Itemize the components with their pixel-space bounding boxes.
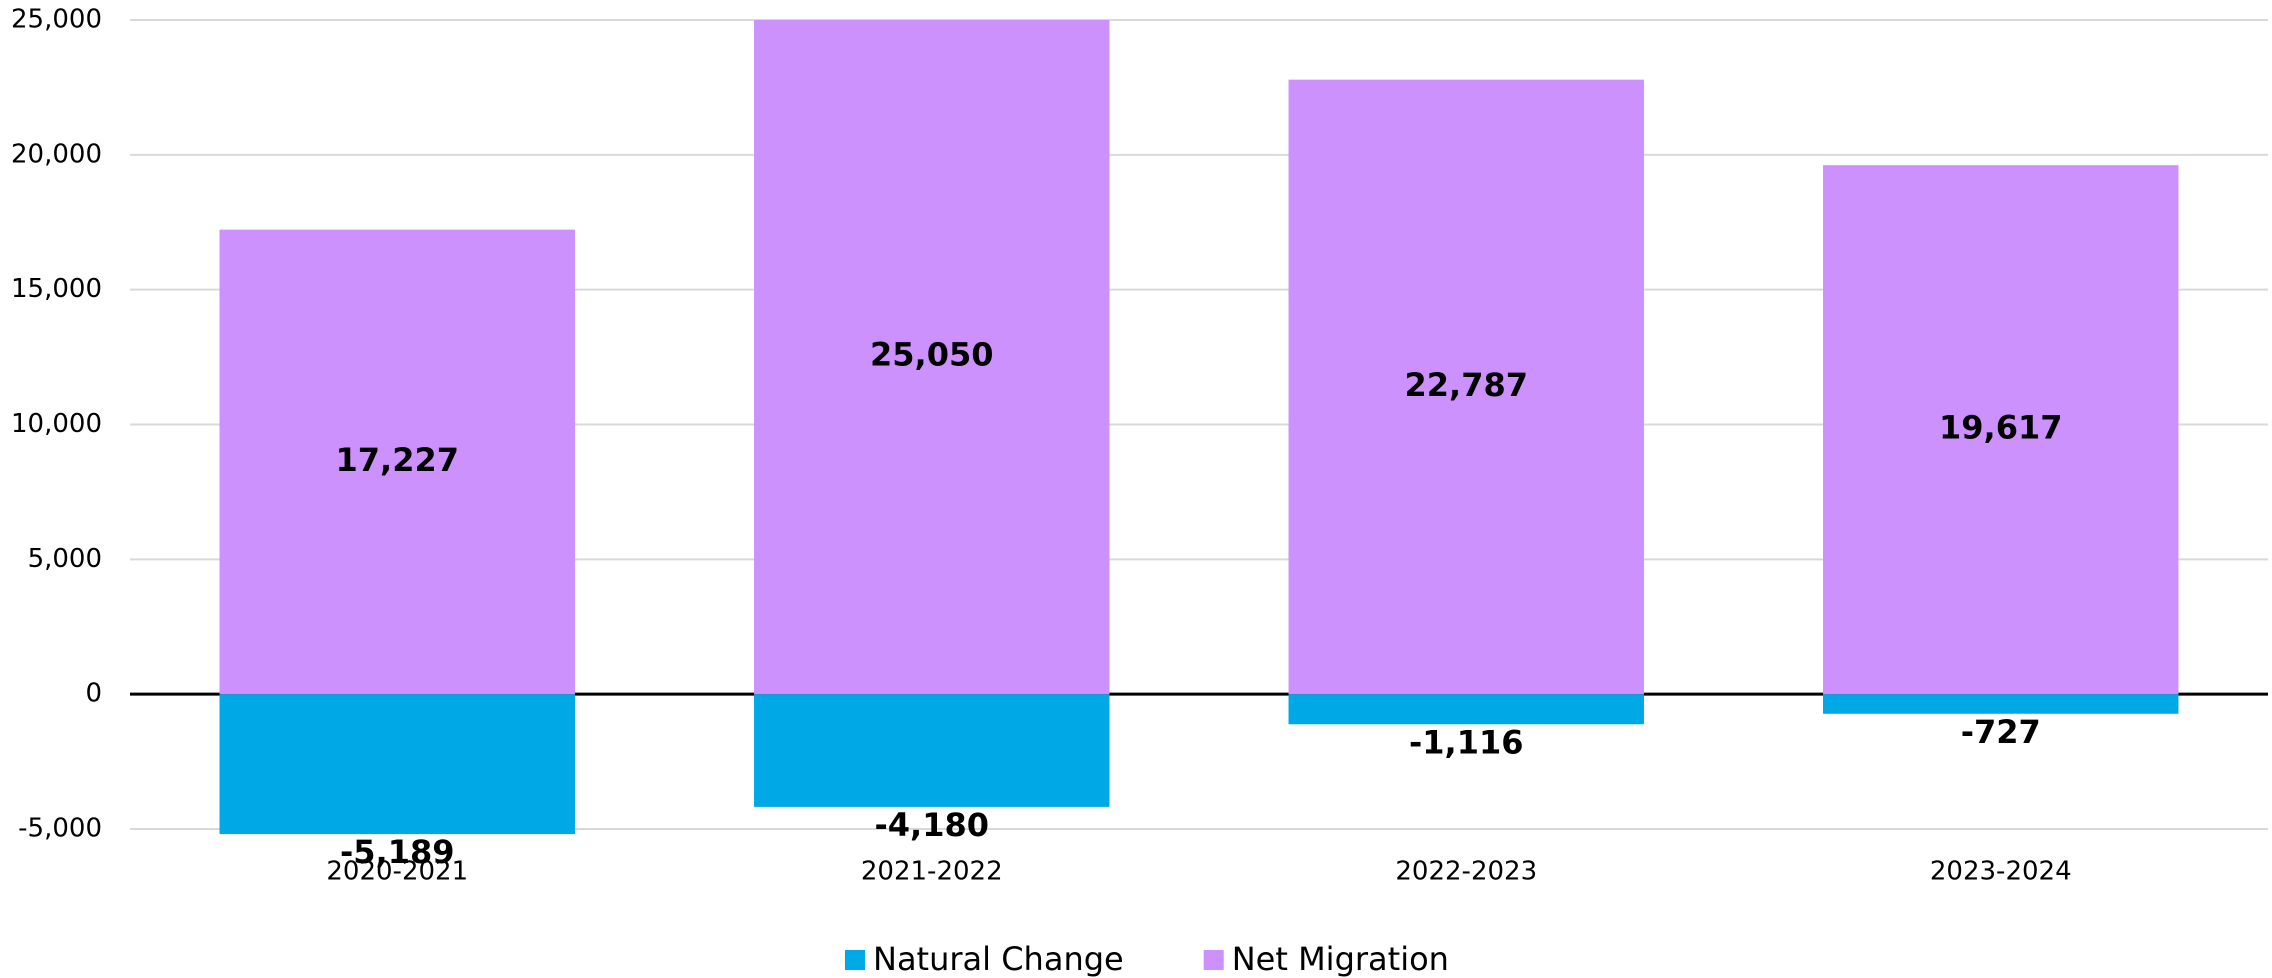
x-tick-label: 2023-2024 [1930, 857, 2072, 887]
bar [1288, 79, 1644, 695]
bar [754, 694, 1110, 807]
x-tick-label: 2022-2023 [1395, 857, 1537, 887]
data-label: -1,116 [1409, 723, 1524, 761]
y-tick-label: 15,000 [11, 274, 102, 304]
bar [754, 20, 1110, 695]
legend-label: Natural Change [873, 940, 1124, 978]
data-label: 25,050 [870, 335, 993, 373]
bar [219, 229, 575, 695]
data-label: 17,227 [336, 441, 459, 479]
bar [219, 694, 575, 835]
y-tick-label: 10,000 [11, 409, 102, 439]
bars [219, 20, 2179, 835]
bar [1823, 694, 2179, 714]
x-tick-label: 2020-2021 [326, 857, 468, 887]
y-tick-label: -5,000 [18, 814, 102, 844]
y-tick-label: 25,000 [11, 5, 102, 35]
data-label: 19,617 [1939, 409, 2062, 447]
labels: -5,000 0 5,000 10,000 15,000 20,000 25,000 2020… [11, 5, 2072, 978]
y-tick-label: 20,000 [11, 139, 102, 169]
legend-swatch [1203, 950, 1224, 970]
bar [1823, 165, 2179, 695]
y-tick-label: 5,000 [28, 544, 102, 574]
y-tick-label: 0 [85, 679, 102, 709]
legend-label: Net Migration [1232, 940, 1449, 978]
legend-swatch [845, 950, 865, 970]
bar [1288, 694, 1644, 725]
x-tick-label: 2021-2022 [861, 857, 1003, 887]
data-label: 22,787 [1405, 366, 1528, 404]
data-label: -5,189 [340, 833, 455, 871]
data-label: -4,180 [875, 806, 990, 844]
data-label: -727 [1961, 713, 2041, 751]
